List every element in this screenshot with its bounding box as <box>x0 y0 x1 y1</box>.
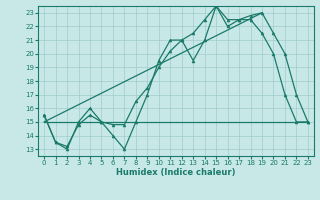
X-axis label: Humidex (Indice chaleur): Humidex (Indice chaleur) <box>116 168 236 177</box>
